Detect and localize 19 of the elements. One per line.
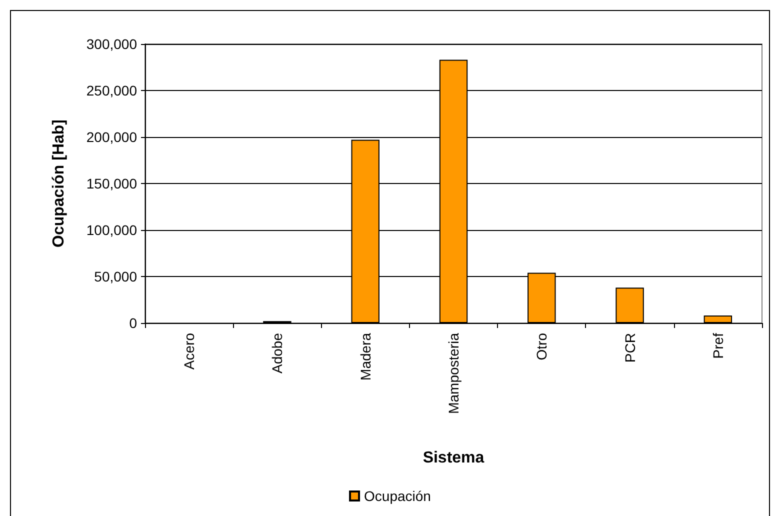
bar <box>616 288 644 323</box>
y-tick-label: 200,000 <box>86 129 138 145</box>
x-tick-label: PCR <box>622 333 638 363</box>
y-tick-label: 0 <box>129 315 138 331</box>
y-tick-label: 100,000 <box>86 222 138 238</box>
x-tick-label: Adobe <box>269 332 286 374</box>
y-axis-title: Ocupación [Hab] <box>50 119 68 248</box>
x-axis-title: Sistema <box>422 450 484 466</box>
y-tick-label: 50,000 <box>94 268 138 284</box>
y-tick-label: 150,000 <box>86 176 138 192</box>
bar <box>704 316 732 323</box>
x-tick-label: Acero <box>181 332 198 370</box>
x-tick-label: Mamposteria <box>446 332 462 414</box>
legend-label: Ocupación <box>364 488 431 504</box>
x-tick-label: Madera <box>357 332 374 380</box>
y-tick-label: 300,000 <box>86 36 138 52</box>
y-tick-label: 250,000 <box>86 82 138 98</box>
x-tick-label: Pref <box>710 332 726 359</box>
x-tick-label: Otro <box>534 332 550 360</box>
